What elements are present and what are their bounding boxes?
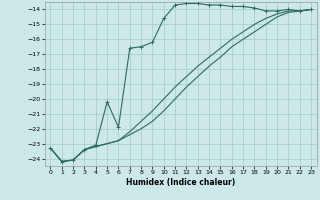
X-axis label: Humidex (Indice chaleur): Humidex (Indice chaleur) [126,178,236,187]
